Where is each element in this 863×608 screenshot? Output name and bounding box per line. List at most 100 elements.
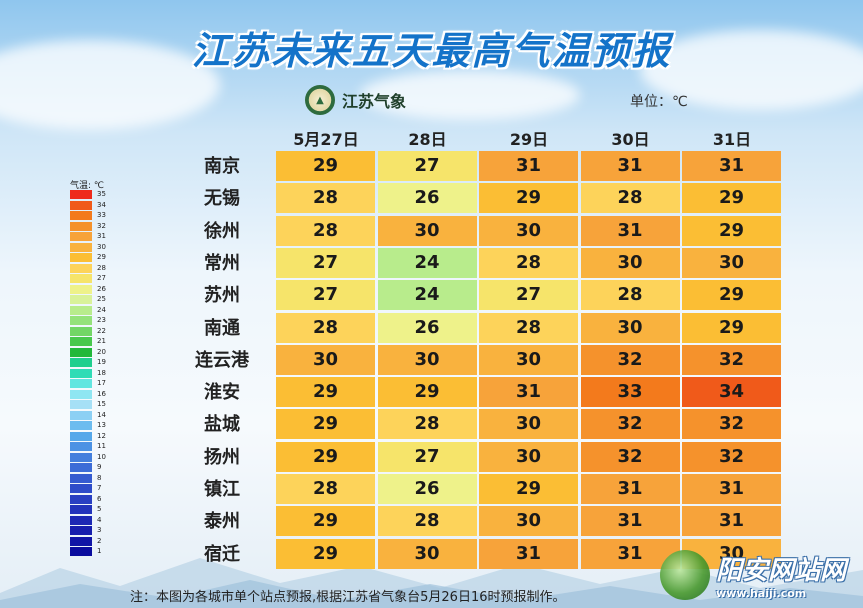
temperature-cell: 28 bbox=[580, 280, 680, 311]
watermark-name: 阳安网站网 bbox=[716, 556, 847, 586]
legend-swatch bbox=[70, 358, 92, 367]
legend-label: 20 bbox=[97, 347, 106, 356]
legend-label: 24 bbox=[97, 305, 106, 314]
watermark-logo-icon bbox=[660, 550, 710, 600]
temperature-cell: 29 bbox=[276, 441, 375, 472]
temperature-cell: 28 bbox=[479, 312, 578, 343]
temperature-cell: 30 bbox=[377, 215, 477, 246]
legend-swatch bbox=[70, 326, 92, 336]
temperature-cell: 27 bbox=[276, 280, 375, 311]
temperature-cell: 28 bbox=[580, 183, 680, 214]
temperature-cell: 30 bbox=[479, 506, 578, 537]
temperature-cell: 32 bbox=[580, 344, 680, 375]
temperature-cell: 29 bbox=[682, 183, 781, 214]
temperature-cell: 31 bbox=[580, 151, 680, 181]
temperature-cell: 31 bbox=[580, 538, 680, 569]
legend-swatch bbox=[70, 547, 92, 556]
legend-swatch bbox=[70, 295, 92, 304]
temperature-cell: 31 bbox=[479, 538, 578, 569]
legend-swatch bbox=[70, 379, 92, 388]
row-header-city: 宿迁 bbox=[204, 543, 240, 565]
row-header-city: 苏州 bbox=[204, 285, 240, 307]
legend-label: 15 bbox=[97, 400, 106, 408]
legend-label: 16 bbox=[97, 389, 106, 398]
watermark: 阳安网站网 www.haiji.com bbox=[660, 550, 846, 600]
legend-swatch bbox=[70, 410, 92, 420]
temperature-cell: 24 bbox=[377, 247, 477, 278]
legend-label: 26 bbox=[97, 284, 106, 293]
temperature-cell: 31 bbox=[580, 506, 680, 537]
legend-label: 32 bbox=[97, 221, 106, 230]
legend-label: 7 bbox=[97, 484, 102, 492]
row-header-city: 淮安 bbox=[204, 382, 240, 404]
temperature-cell: 30 bbox=[580, 312, 680, 343]
legend-label: 10 bbox=[97, 452, 106, 461]
temperature-cell: 27 bbox=[377, 151, 477, 181]
legend-label: 8 bbox=[97, 473, 102, 482]
legend-label: 19 bbox=[97, 358, 106, 366]
legend-swatch bbox=[70, 400, 92, 409]
temperature-cell: 31 bbox=[479, 151, 578, 181]
temperature-cell: 30 bbox=[580, 247, 680, 278]
legend-swatch bbox=[70, 242, 92, 252]
row-header-city: 无锡 bbox=[204, 188, 240, 210]
temperature-cell: 31 bbox=[479, 377, 578, 408]
temperature-cell: 28 bbox=[276, 183, 375, 214]
legend-swatch bbox=[70, 389, 92, 399]
legend-label: 6 bbox=[97, 494, 102, 503]
temperature-cell: 31 bbox=[682, 506, 781, 537]
row-header-city: 泰州 bbox=[204, 511, 240, 533]
temperature-cell: 28 bbox=[479, 247, 578, 278]
legend-label: 17 bbox=[97, 379, 106, 387]
legend-swatch bbox=[70, 484, 92, 493]
legend-label: 21 bbox=[97, 337, 106, 345]
legend-swatch bbox=[70, 421, 92, 430]
legend-swatch bbox=[70, 232, 92, 241]
legend-label: 5 bbox=[97, 505, 102, 513]
temperature-cell: 27 bbox=[276, 247, 375, 278]
legend-label: 25 bbox=[97, 295, 106, 303]
row-header-city: 徐州 bbox=[204, 220, 240, 242]
temperature-cell: 26 bbox=[377, 183, 477, 214]
column-header: 31日 bbox=[712, 130, 752, 149]
temperature-cell: 30 bbox=[276, 344, 375, 375]
row-header-city: 镇江 bbox=[204, 479, 240, 500]
temperature-cell: 28 bbox=[377, 506, 477, 537]
temperature-cell: 29 bbox=[276, 538, 375, 569]
legend-swatch bbox=[70, 494, 92, 504]
legend-swatch bbox=[70, 190, 92, 199]
legend-label: 2 bbox=[97, 536, 102, 545]
logo-text: 江苏气象 bbox=[342, 92, 407, 111]
legend-swatch bbox=[70, 452, 92, 462]
temperature-cell: 29 bbox=[276, 377, 375, 408]
page-title: 江苏未来五天最高气温预报 bbox=[191, 29, 672, 73]
temperature-cell: 29 bbox=[479, 474, 578, 504]
cloud-decoration bbox=[360, 70, 580, 120]
legend-label: 13 bbox=[97, 421, 106, 429]
legend-swatch bbox=[70, 505, 92, 514]
temperature-cell: 29 bbox=[682, 312, 781, 343]
temperature-cell: 26 bbox=[377, 474, 477, 504]
legend-label: 30 bbox=[97, 242, 106, 251]
mountain-decoration bbox=[0, 558, 863, 608]
color-legend: 气温: ℃ 35 34 33 32 31 30 29 28 27 26 25 24 23 22 21 20 19… bbox=[70, 178, 106, 556]
legend-title: 气温: ℃ bbox=[70, 181, 105, 191]
row-header-city: 南京 bbox=[204, 156, 240, 177]
temperature-cell: 31 bbox=[580, 474, 680, 504]
legend-label: 4 bbox=[97, 515, 102, 524]
temperature-cell: 31 bbox=[580, 215, 680, 246]
legend-label: 3 bbox=[97, 526, 102, 534]
legend-label: 33 bbox=[97, 211, 106, 219]
temperature-cell: 30 bbox=[479, 215, 578, 246]
legend-swatch bbox=[70, 431, 92, 441]
temperature-cell: 32 bbox=[682, 344, 781, 375]
legend-swatch bbox=[70, 200, 92, 210]
legend-label: 18 bbox=[97, 368, 106, 377]
temperature-cell: 30 bbox=[377, 538, 477, 569]
legend-label: 28 bbox=[97, 263, 106, 272]
row-header-city: 常州 bbox=[204, 252, 240, 274]
cma-logo: ▲ 江苏气象 bbox=[305, 85, 406, 115]
temperature-cell: 29 bbox=[276, 506, 375, 537]
legend-label: 9 bbox=[97, 463, 102, 471]
legend-label: 11 bbox=[97, 442, 106, 450]
